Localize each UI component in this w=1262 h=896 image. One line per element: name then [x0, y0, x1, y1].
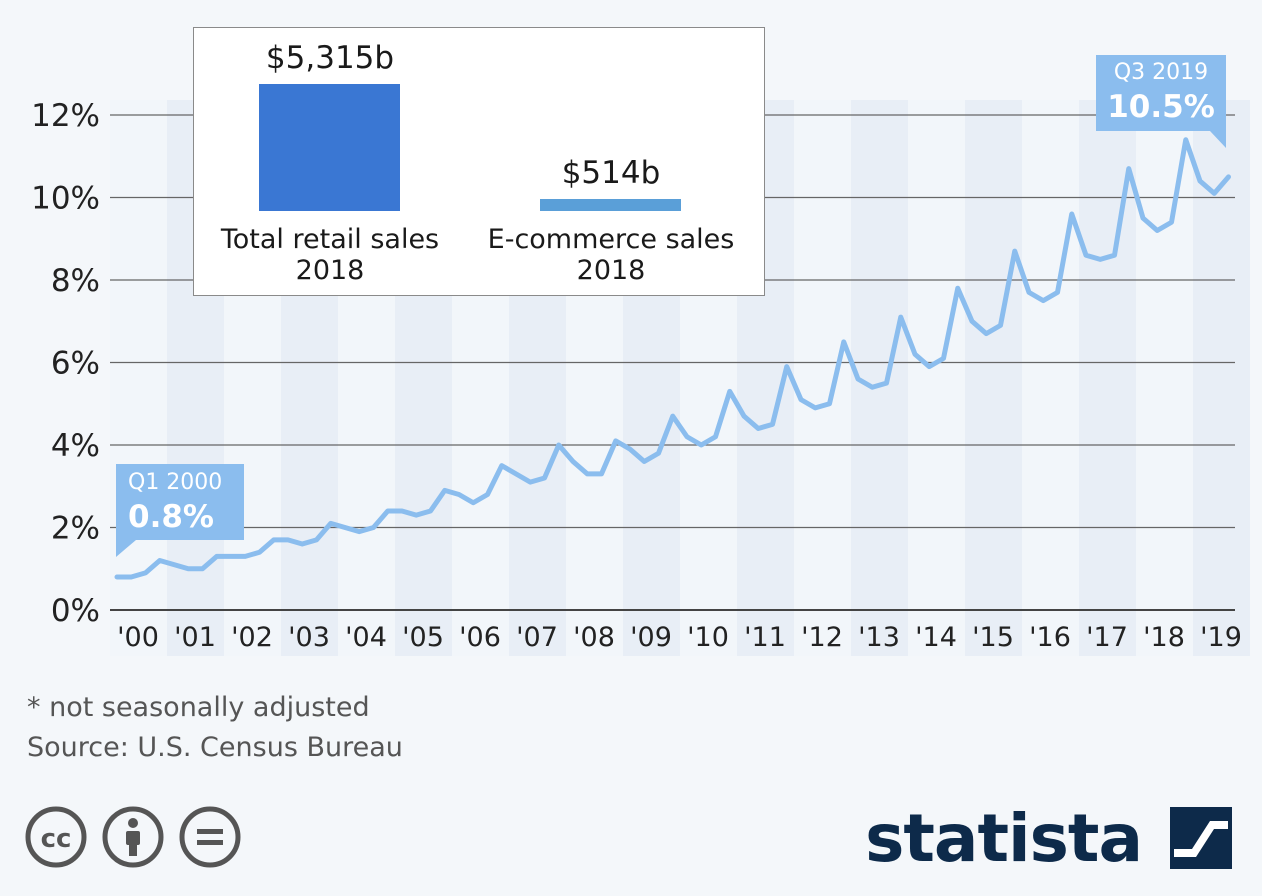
x-tick-label: '01 [174, 622, 216, 653]
callout-first [116, 464, 244, 557]
x-tick-label: '10 [687, 622, 729, 653]
callout-value: 10.5% [1107, 89, 1215, 125]
callout-label: Q1 2000 [128, 470, 222, 495]
bar-label: E-commerce sales 2018 [487, 224, 735, 286]
x-tick-label: '11 [744, 622, 786, 653]
year-band [908, 100, 965, 656]
x-tick-label: '03 [288, 622, 330, 653]
bar-value-label: $5,315b [265, 40, 395, 76]
bar-ecommerce [540, 198, 681, 211]
footnote: * not seasonally adjusted [27, 692, 370, 723]
svg-text:cc: cc [41, 824, 72, 854]
callout-value: 0.8% [128, 499, 214, 535]
y-tick-label: 0% [51, 593, 100, 629]
year-band [1136, 100, 1193, 656]
x-tick-label: '14 [915, 622, 957, 653]
x-tick-label: '18 [1143, 622, 1185, 653]
no-derivatives-icon[interactable] [179, 806, 241, 868]
source: Source: U.S. Census Bureau [27, 732, 403, 763]
x-tick-label: '13 [858, 622, 900, 653]
y-tick-label: 6% [51, 346, 100, 382]
x-tick-label: '06 [459, 622, 501, 653]
x-tick-label: '00 [117, 622, 159, 653]
x-tick-label: '07 [516, 622, 558, 653]
license-icons[interactable]: cc [25, 806, 250, 870]
x-tick-label: '16 [1029, 622, 1071, 653]
x-tick-label: '02 [231, 622, 273, 653]
bar-label: Total retail sales 2018 [220, 224, 440, 286]
statista-logo-icon [1170, 807, 1232, 869]
year-band [965, 100, 1022, 656]
y-tick-label: 10% [31, 181, 100, 217]
x-tick-label: '12 [801, 622, 843, 653]
attribution-icon[interactable] [102, 806, 164, 868]
cc-icon[interactable]: cc [25, 806, 87, 868]
x-tick-label: '04 [345, 622, 387, 653]
x-tick-label: '17 [1086, 622, 1128, 653]
x-tick-label: '19 [1200, 622, 1242, 653]
callout-label: Q3 2019 [1114, 60, 1208, 85]
year-band [794, 100, 851, 656]
callout-last [1096, 55, 1226, 148]
bar-value-label: $514b [561, 155, 661, 191]
statista-logo[interactable]: statista [865, 800, 1232, 877]
y-tick-label: 4% [51, 428, 100, 464]
bar-total-retail [259, 84, 400, 211]
x-tick-label: '08 [573, 622, 615, 653]
y-tick-label: 8% [51, 263, 100, 299]
year-band [1022, 100, 1079, 656]
x-tick-label: '15 [972, 622, 1014, 653]
y-tick-label: 2% [51, 511, 100, 547]
x-tick-label: '09 [630, 622, 672, 653]
year-band [1193, 100, 1250, 656]
y-tick-label: 12% [31, 98, 100, 134]
x-tick-label: '05 [402, 622, 444, 653]
